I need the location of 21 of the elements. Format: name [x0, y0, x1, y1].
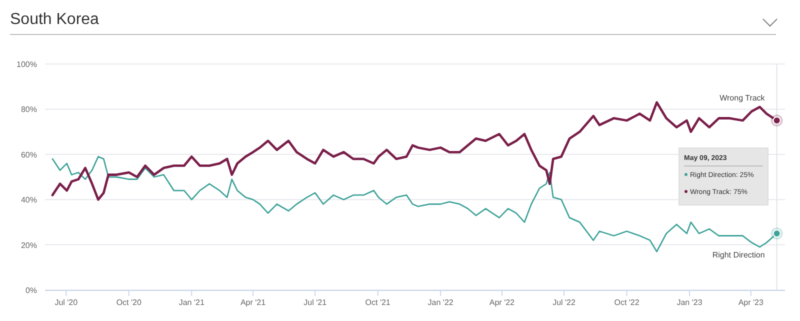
x-tick-label: Jul '20 — [54, 298, 78, 307]
y-tick-label: 100% — [16, 60, 37, 69]
y-tick-label: 60% — [20, 150, 37, 160]
x-tick-label: Jul '21 — [304, 298, 328, 307]
x-tick-label: Jan '23 — [676, 298, 703, 307]
x-tick-label: Jul '22 — [552, 298, 576, 307]
y-tick-label: 80% — [20, 105, 37, 114]
y-tick-label: 0% — [25, 286, 37, 295]
chart-title: South Korea — [10, 11, 100, 28]
x-tick-label: Jan '21 — [178, 298, 205, 307]
x-tick-label: Jan '22 — [428, 298, 454, 307]
x-tick-label: Apr '21 — [240, 298, 266, 307]
series-label: Wrong Track — [720, 94, 766, 102]
x-tick-label: Apr '22 — [489, 298, 516, 307]
x-tick-label: Oct '20 — [116, 298, 142, 307]
x-tick-label: Apr '23 — [738, 298, 764, 307]
y-tick-label: 20% — [20, 240, 37, 250]
series-label: Right Direction — [712, 250, 765, 260]
x-tick-label: Oct '22 — [614, 298, 640, 307]
x-tick-label: Oct '21 — [365, 298, 391, 307]
y-tick-label: 40% — [20, 196, 37, 205]
